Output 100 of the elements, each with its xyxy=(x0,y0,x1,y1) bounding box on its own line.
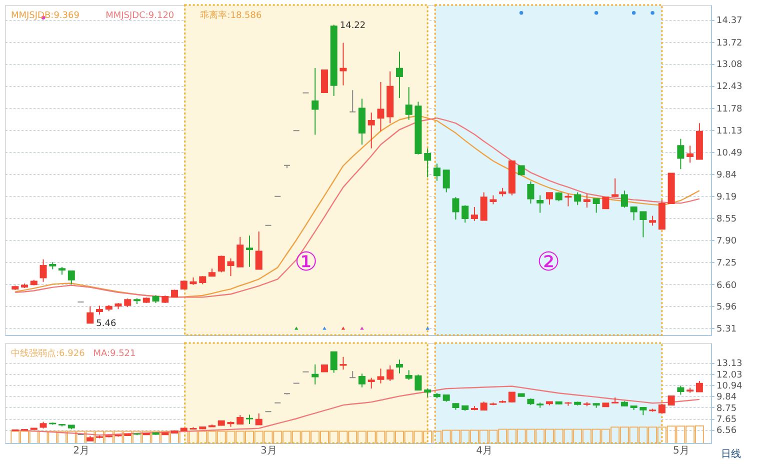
candlestick xyxy=(190,426,197,430)
candlestick xyxy=(180,428,188,432)
candlestick xyxy=(612,178,619,198)
y-tick-label: 11.78 xyxy=(716,104,743,114)
candlestick xyxy=(283,164,290,169)
candlestick xyxy=(396,359,403,374)
candlestick xyxy=(30,279,38,286)
y-tick-label: 8.55 xyxy=(716,214,737,224)
y-tick-label: 11.13 xyxy=(716,126,742,136)
candlestick xyxy=(142,432,150,436)
text: MA:9.521 xyxy=(93,349,136,359)
candlestick xyxy=(546,192,553,206)
candlestick xyxy=(349,90,356,112)
candlestick xyxy=(677,385,684,396)
candlestick xyxy=(405,86,412,120)
candlestick xyxy=(40,421,47,430)
candlestick xyxy=(442,394,450,402)
candlestick xyxy=(162,294,169,304)
y-tick-label: 14.37 xyxy=(716,16,742,26)
candlestick xyxy=(536,402,544,408)
candlestick xyxy=(349,370,356,378)
y-tick-label: 13.72 xyxy=(716,38,742,48)
annotation: 5.46 xyxy=(96,319,116,330)
candlestick xyxy=(320,70,328,94)
candlestick xyxy=(640,211,647,238)
y-tick-label: 12.03 xyxy=(716,370,742,380)
y-tick-label: 9.84 xyxy=(716,170,737,180)
y-tick-label: 13.08 xyxy=(716,60,743,70)
candlestick xyxy=(649,408,656,412)
point xyxy=(294,326,298,330)
candlestick xyxy=(320,364,328,372)
text: MMJSJDB:9.369 xyxy=(11,11,80,21)
y-tick-label: 12.43 xyxy=(716,82,742,92)
candlestick xyxy=(12,285,19,291)
candlestick xyxy=(142,297,150,304)
y-tick-label: 9.84 xyxy=(716,392,737,403)
candlestick xyxy=(58,424,66,427)
candlestick xyxy=(452,402,460,410)
candlestick xyxy=(124,298,132,308)
y-tick-label: 7.90 xyxy=(716,236,737,246)
point xyxy=(322,326,326,330)
candlestick xyxy=(208,268,216,277)
y-tick-label: 5.96 xyxy=(716,302,737,313)
candlestick xyxy=(668,395,675,406)
y-tick-label: 7.65 xyxy=(716,415,737,426)
point xyxy=(594,10,598,15)
candlestick xyxy=(536,194,544,214)
point xyxy=(426,326,430,330)
candlestick xyxy=(490,402,497,406)
candlestick xyxy=(602,196,610,210)
y-tick-label: 10.94 xyxy=(716,381,743,392)
point xyxy=(632,10,636,15)
point xyxy=(519,10,524,15)
y-tick-label: 9.19 xyxy=(716,192,737,203)
candlestick xyxy=(602,402,610,408)
candlestick xyxy=(620,190,628,208)
x-tick-label: 5月 xyxy=(673,446,690,456)
candlestick xyxy=(134,298,141,305)
candlestick xyxy=(368,377,375,390)
y-tick-label: 8.75 xyxy=(716,404,737,414)
point xyxy=(341,326,346,330)
annotation: ② xyxy=(536,247,560,278)
candlestick xyxy=(68,424,75,430)
candlestick xyxy=(470,206,478,222)
candlestick xyxy=(499,400,506,404)
candlestick xyxy=(58,266,66,276)
candlestick xyxy=(208,424,216,428)
point xyxy=(650,10,654,15)
candlestick xyxy=(574,401,582,406)
annotation: 乖离率:18.586 xyxy=(200,10,262,21)
candlestick xyxy=(312,364,319,385)
candlestick xyxy=(612,396,619,404)
text: 日线 xyxy=(721,448,741,460)
x-tick-label: 2月 xyxy=(73,446,90,456)
y-tick-label: 10.49 xyxy=(716,148,743,158)
x-tick-label: 4月 xyxy=(476,446,493,456)
candlestick xyxy=(592,403,600,408)
candlestick xyxy=(246,414,253,425)
y-tick-label: 6.60 xyxy=(716,280,737,291)
candlestick xyxy=(49,262,56,270)
y-tick-label: 7.25 xyxy=(716,258,737,269)
candlestick xyxy=(630,406,638,411)
y-tick-label: 13.13 xyxy=(716,359,742,370)
y-tick-label: 6.56 xyxy=(716,426,737,436)
text: MMJSJDC:9.120 xyxy=(106,11,174,21)
candlestick xyxy=(246,235,253,268)
candlestick xyxy=(686,387,694,394)
candlestick xyxy=(162,432,169,436)
candlestick xyxy=(649,215,656,226)
candlestick xyxy=(640,406,647,416)
candlestick xyxy=(668,172,675,204)
x-tick-label: 3月 xyxy=(260,446,277,456)
y-tick-label: 5.31 xyxy=(716,324,737,335)
annotation: ① xyxy=(294,247,318,278)
text: 中线强弱点:6.926 xyxy=(11,348,86,359)
point xyxy=(360,326,364,330)
candlestick xyxy=(405,370,412,380)
candlestick xyxy=(583,402,590,407)
annotation: 14.22 xyxy=(340,20,366,31)
candlestick xyxy=(518,393,525,398)
